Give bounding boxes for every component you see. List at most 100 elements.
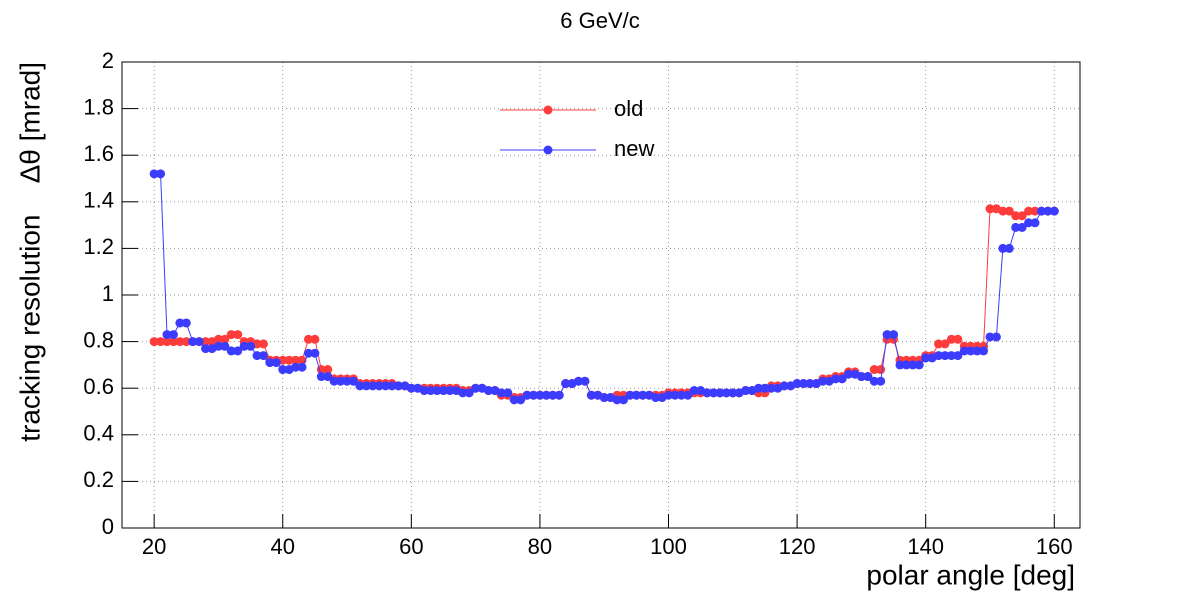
data-point [393,381,403,391]
data-point [303,334,313,344]
data-point [342,376,352,386]
data-point [548,390,558,400]
data-point [188,337,198,347]
data-point [201,337,211,347]
data-point [876,365,886,375]
data-point [998,206,1008,216]
data-point [149,337,159,347]
data-point [329,376,339,386]
data-point [535,390,545,400]
data-point [953,351,963,361]
data-point [818,376,828,386]
data-point [805,379,815,389]
data-point [149,169,159,179]
data-point [702,388,712,398]
data-point [168,330,178,340]
x-tick-label: 80 [528,534,552,559]
data-point [406,383,416,393]
data-point [156,337,166,347]
x-axis-label: polar angle [deg] [866,559,1075,590]
data-point [162,330,172,340]
y-tick-label: 1 [102,281,114,306]
data-point [689,386,699,396]
data-point [953,334,963,344]
data-point [1011,211,1021,221]
data-point [419,386,429,396]
x-tick-label: 100 [650,534,687,559]
data-point [869,365,879,375]
data-point [869,376,879,386]
data-point [361,381,371,391]
data-point [438,386,448,396]
data-point [458,388,468,398]
data-point [194,337,204,347]
data-point [1004,206,1014,216]
data-point [837,374,847,384]
data-point [368,381,378,391]
data-point [374,381,384,391]
data-point [1017,211,1027,221]
data-point [348,376,358,386]
data-point [1030,206,1040,216]
data-point [528,390,538,400]
data-point [516,395,526,405]
data-point [901,360,911,370]
data-point [303,348,313,358]
data-point [220,334,230,344]
data-point [889,330,899,340]
data-point [998,243,1008,253]
data-point [175,318,185,328]
data-point [946,334,956,344]
data-point [934,351,944,361]
data-point [934,339,944,349]
legend-label: new [614,136,654,161]
chart-title: 6 GeV/c [560,8,639,33]
data-point [921,353,931,363]
data-point [676,390,686,400]
data-point [908,360,918,370]
data-point [991,332,1001,342]
y-tick-label: 0 [102,514,114,539]
data-point [226,346,236,356]
data-point [799,379,809,389]
data-point [895,360,905,370]
data-point [426,386,436,396]
data-point [258,339,268,349]
y-axis-label: tracking resolution Δθ [mrad] [14,62,45,442]
data-point [766,383,776,393]
legend-marker [543,105,553,115]
data-point [323,372,333,382]
data-point [445,386,455,396]
data-point [573,376,583,386]
data-point [297,362,307,372]
data-point [1004,243,1014,253]
data-point [625,390,635,400]
data-point [432,386,442,396]
data-point [213,341,223,351]
y-tick-label: 2 [102,48,114,73]
data-point [612,395,622,405]
x-tick-label: 120 [779,534,816,559]
data-point [316,372,326,382]
data-point [946,351,956,361]
data-point [914,360,924,370]
y-tick-label: 1.6 [83,141,114,166]
data-point [271,358,281,368]
data-point [728,388,738,398]
data-point [1043,206,1053,216]
data-point [310,348,320,358]
data-point [882,330,892,340]
data-point [220,341,230,351]
data-point [471,383,481,393]
data-point [233,346,243,356]
data-point [503,388,513,398]
data-point [779,381,789,391]
data-point [683,390,693,400]
data-point [709,388,719,398]
y-tick-label: 1.8 [83,94,114,119]
y-tick-label: 1.2 [83,234,114,259]
data-point [792,379,802,389]
data-point [201,344,211,354]
data-point [522,390,532,400]
